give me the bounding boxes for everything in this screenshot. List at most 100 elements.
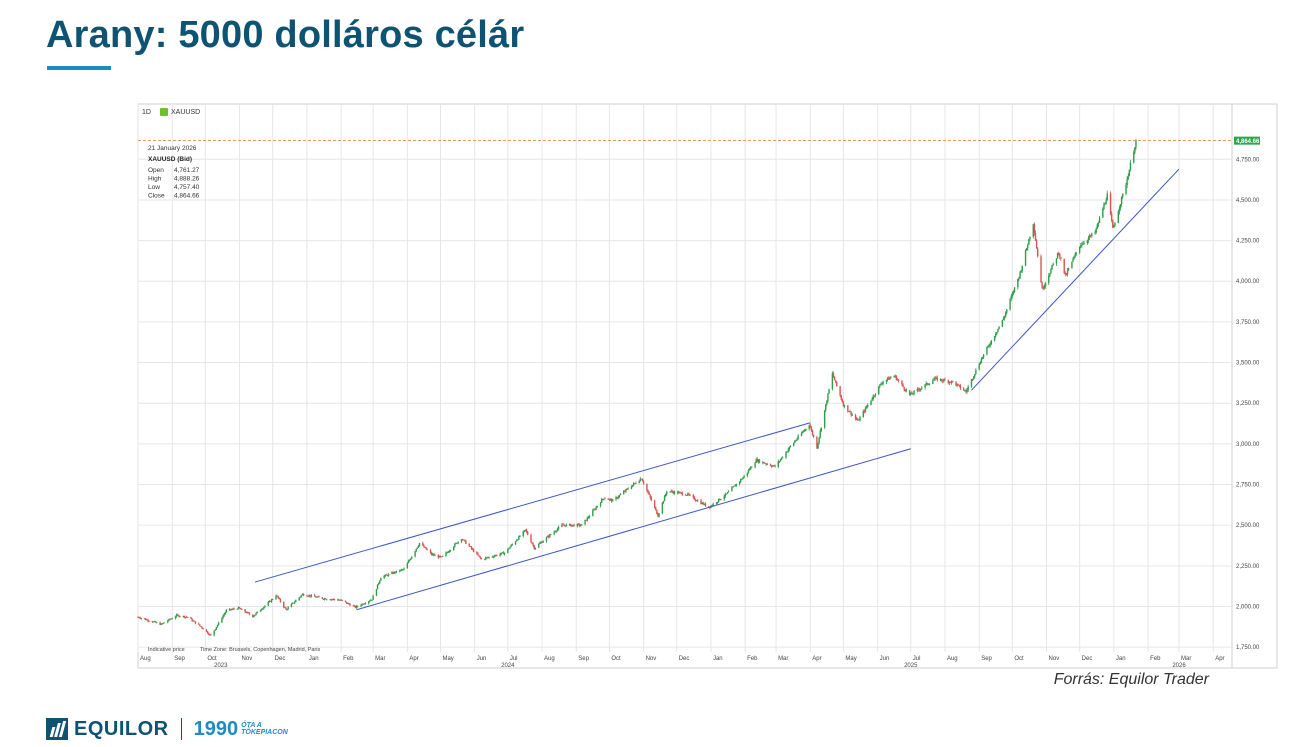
footnote-timezone: Time Zone: Brussels, Copenhagen, Madrid,…	[200, 647, 320, 653]
candle-body	[1033, 224, 1036, 233]
instrument-icon	[160, 108, 168, 116]
candle-body	[465, 540, 467, 544]
candle-body	[337, 599, 339, 601]
candle-body	[738, 481, 741, 484]
candle-body	[671, 491, 674, 492]
candle-body	[565, 524, 568, 527]
candle-body	[727, 491, 730, 493]
candle-body	[439, 555, 442, 557]
x-tick-label: Jul	[510, 656, 518, 662]
candle-body	[298, 597, 300, 601]
candle-body	[416, 547, 418, 549]
candle-body	[256, 611, 258, 613]
x-tick-label: Oct	[1014, 656, 1024, 662]
candle-body	[313, 595, 316, 597]
candle-body	[137, 617, 139, 618]
candle-body	[549, 534, 551, 538]
candle-body	[461, 539, 464, 541]
candle-body	[1088, 235, 1091, 238]
candle-body	[508, 548, 510, 550]
candle-body	[345, 602, 348, 604]
candle-body	[425, 547, 427, 550]
candle-body	[921, 387, 923, 389]
candle-body	[225, 609, 228, 613]
candle-body	[532, 543, 534, 546]
candle-body	[952, 380, 954, 382]
candle-body	[526, 531, 529, 535]
candle-body	[330, 599, 332, 601]
info-value: 4,864.66	[174, 193, 200, 200]
candle-body	[653, 500, 656, 508]
brand-name: EQUILOR	[74, 717, 169, 740]
candle-body	[648, 492, 650, 495]
candle-body	[997, 328, 999, 332]
y-tick-label: 4,750.00	[1236, 157, 1260, 163]
candle-body	[185, 616, 188, 618]
candle-body	[224, 612, 226, 615]
candle-body	[700, 500, 702, 504]
candle-body	[928, 383, 931, 385]
candle-body	[1097, 222, 1100, 225]
candle-body	[206, 631, 209, 634]
candle-body	[360, 605, 362, 607]
candle-body	[1110, 213, 1113, 221]
candle-body	[394, 571, 396, 573]
candle-body	[207, 633, 210, 635]
candle-body	[592, 510, 594, 517]
candle-body	[998, 326, 1000, 329]
candle-body	[160, 623, 162, 625]
candle-body	[607, 498, 609, 500]
candle-body	[384, 574, 386, 576]
y-tick-label: 2,750.00	[1236, 483, 1260, 489]
candle-body	[331, 599, 333, 601]
candle-body	[1004, 312, 1007, 317]
candle-body	[1089, 235, 1092, 237]
info-label: Low	[148, 184, 160, 191]
candle-body	[139, 617, 141, 619]
candle-body	[895, 375, 898, 380]
candle-body	[595, 507, 597, 510]
candle-body	[826, 401, 828, 405]
candle-body	[573, 524, 575, 527]
candle-body	[859, 416, 861, 421]
candle-body	[228, 608, 231, 610]
candle-body	[708, 506, 710, 508]
candle-body	[379, 580, 381, 584]
candle-body	[635, 483, 637, 484]
candle-body	[986, 347, 988, 355]
candle-body	[316, 596, 318, 598]
candle-body	[201, 626, 203, 629]
candle-body	[464, 539, 466, 541]
x-tick-label: Feb	[1150, 656, 1161, 662]
info-label: High	[148, 176, 162, 183]
candle-body	[364, 603, 367, 605]
candle-body	[918, 389, 921, 391]
candle-body	[772, 465, 774, 467]
candle-body	[1102, 208, 1104, 218]
candle-body	[828, 389, 830, 394]
candle-body	[370, 599, 372, 601]
x-tick-label: Jul	[913, 656, 921, 662]
candle-body	[522, 531, 524, 537]
info-label: Open	[148, 167, 164, 174]
candle-body	[476, 552, 478, 554]
candle-body	[904, 389, 906, 392]
candle-body	[193, 620, 196, 622]
candle-body	[626, 488, 628, 490]
candle-body	[874, 394, 877, 396]
candle-body	[749, 466, 752, 470]
candle-body	[494, 555, 497, 556]
candle-body	[1120, 196, 1123, 205]
y-tick-label: 4,500.00	[1236, 198, 1260, 204]
candle-body	[809, 425, 811, 428]
candle-body	[215, 627, 218, 630]
candle-body	[847, 405, 849, 412]
candle-body	[725, 493, 728, 495]
candle-body	[881, 383, 883, 385]
candle-body	[855, 418, 858, 420]
candle-body	[1065, 274, 1068, 276]
candle-body	[701, 502, 703, 504]
candle-body	[689, 494, 691, 496]
candle-body	[886, 377, 889, 380]
candle-body	[426, 549, 428, 551]
